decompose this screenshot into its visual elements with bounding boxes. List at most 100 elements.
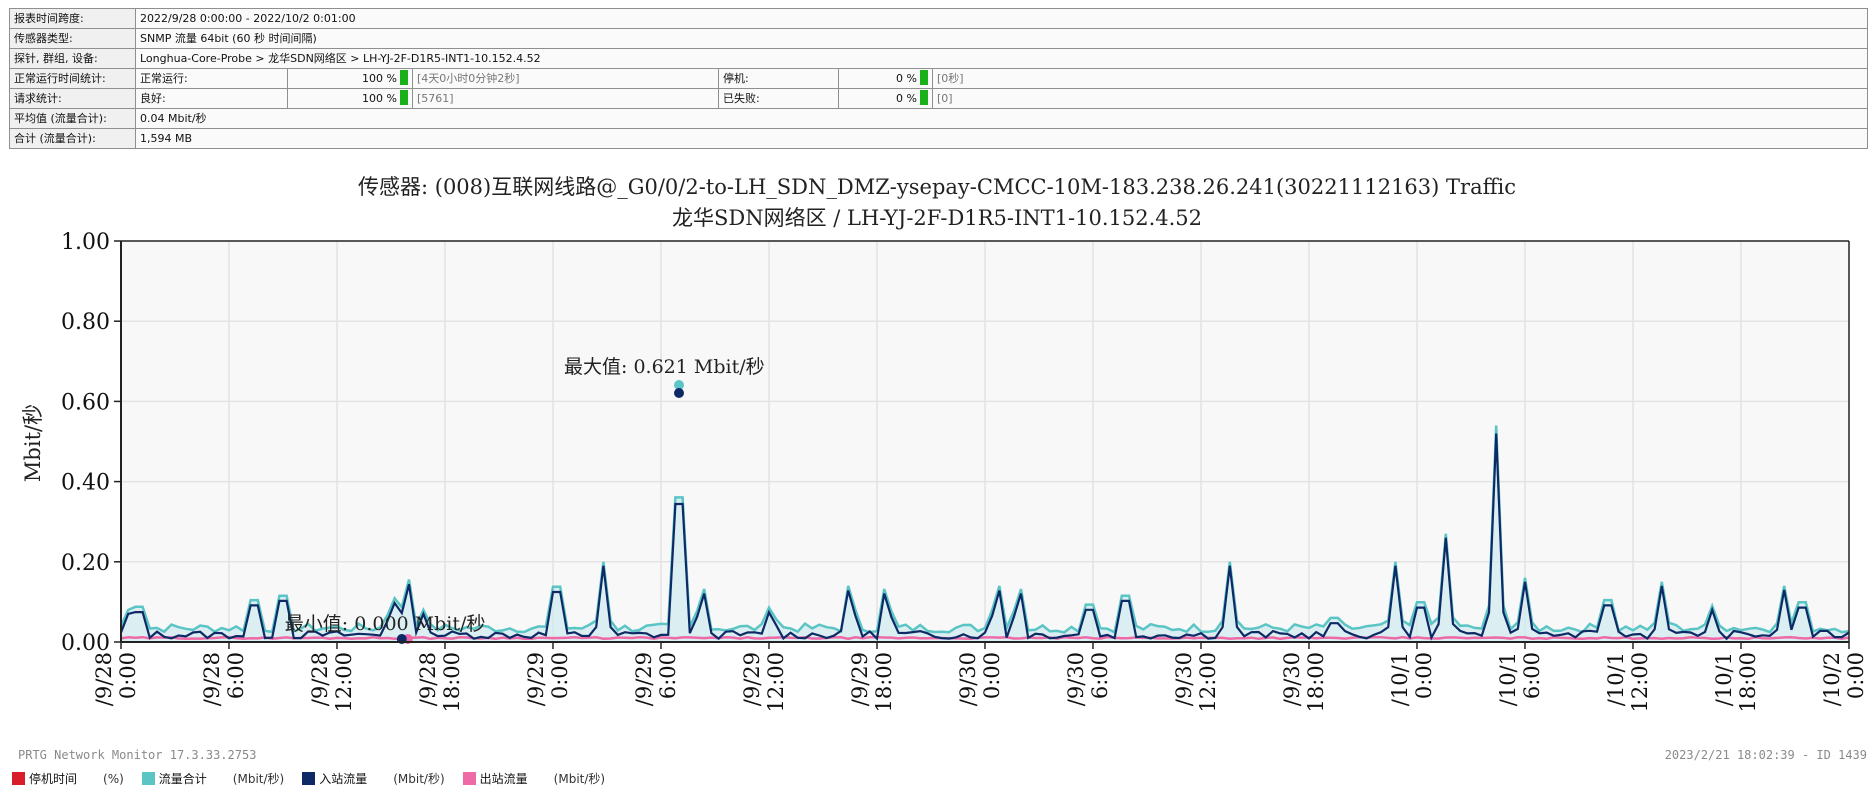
annotations: 最大值: 0.621 Mbit/秒 最小值: 0.000 Mbit/秒 (285, 356, 765, 635)
uptime-down-pct: 0 % (896, 71, 917, 85)
average-label: 平均值 (流量合计): (9, 108, 136, 129)
x-tick-time: 12:00 (332, 652, 356, 713)
chart-title: 传感器: (008)互联网线路@_G0/0/2-to-LH_SDN_DMZ-ys… (358, 175, 1516, 199)
x-tick-label: /9/29 12:00 (740, 652, 788, 713)
x-tick-time: 12:00 (1196, 652, 1220, 713)
request-fail-bar (920, 90, 928, 106)
y-tick-label: 0.00 (61, 631, 110, 656)
x-tick-label: /10/2 0:00 (1820, 652, 1868, 706)
y-tick-label: 1.00 (61, 230, 110, 255)
x-tick-label: /9/28 0:00 (92, 652, 140, 706)
path-value: Longhua-Core-Probe > 龙华SDN网络区 > LH-YJ-2F… (134, 48, 1869, 69)
uptime-down-pct-cell: 0 % (838, 68, 933, 89)
request-good-label: 良好: (135, 88, 288, 109)
uptime-label: 正常运行时间统计: (9, 68, 136, 89)
sensor-type-row: 传感器类型: SNMP 流量 64bit (60 秒 时间间隔) (9, 28, 1869, 49)
traffic-chart: 传感器: (008)互联网线路@_G0/0/2-to-LH_SDN_DMZ-ys… (21, 175, 1868, 713)
request-fail-pct: 0 % (896, 91, 917, 105)
x-tick-label: /9/28 6:00 (200, 652, 248, 706)
x-tick-label: /9/28 12:00 (308, 652, 356, 713)
uptime-down-label: 停机: (718, 68, 839, 89)
y-tick-label: 0.20 (61, 551, 110, 576)
series-outbound-line (120, 635, 1850, 641)
legend-swatch-outbound (462, 772, 476, 785)
x-tick-label: /9/28 18:00 (416, 652, 464, 713)
x-tick-time: 12:00 (764, 652, 788, 713)
request-row: 请求统计: 良好: 100 % [5761] 已失败: 0 % [0] (9, 88, 1869, 109)
uptime-row: 正常运行时间统计: 正常运行: 100 % [4天0小时0分钟2秒] 停机: 0… (9, 68, 1869, 89)
request-good-bar (400, 90, 408, 106)
series-inbound-line (119, 433, 1850, 642)
request-fail-detail: [0] (931, 88, 1869, 109)
min-annotation: 最小值: 0.000 Mbit/秒 (285, 613, 486, 635)
legend-unit-inbound: (Mbit/秒) (393, 772, 445, 786)
sensor-type-value: SNMP 流量 64bit (60 秒 时间间隔) (134, 28, 1869, 49)
x-tick-date: /10/1 (1496, 652, 1520, 706)
uptime-ok-bar (400, 70, 408, 86)
uptime-ok-detail: [4天0小时0分钟2秒] (412, 68, 719, 89)
chart-subtitle: 龙华SDN网络区 / LH-YJ-2F-D1R5-INT1-10.152.4.5… (672, 206, 1202, 230)
y-tick-labels: 0.00 0.20 0.40 0.60 0.80 1.00 (61, 230, 121, 656)
path-row: 探针, 群组, 设备: Longhua-Core-Probe > 龙华SDN网络… (9, 48, 1869, 69)
x-tick-time: 18:00 (440, 652, 464, 713)
x-tick-time: 0:00 (980, 652, 1004, 699)
x-tick-date: /9/29 (632, 652, 656, 706)
x-tick-label: /9/30 12:00 (1172, 652, 1220, 713)
x-tick-date: /9/28 (200, 652, 224, 706)
x-tick-time: 0:00 (1412, 652, 1436, 699)
y-tick-label: 0.60 (61, 390, 110, 415)
uptime-ok-pct-cell: 100 % (287, 68, 413, 89)
legend-item-downtime: 停机时间 (%) (12, 770, 124, 787)
x-tick-labels: /9/28 0:00/9/28 6:00/9/28 12:00/9/28 18:00/9… (92, 642, 1868, 713)
max-point-inbound (674, 387, 684, 398)
x-tick-date: /9/28 (92, 652, 116, 706)
legend-unit-downtime: (%) (103, 771, 124, 786)
x-tick-time: 0:00 (548, 652, 572, 699)
chart-legend: 停机时间 (%) 流量合计 (Mbit/秒) 入站流量 (Mbit/秒) 出站流… (12, 770, 623, 787)
legend-item-outbound: 出站流量 (Mbit/秒) (462, 770, 606, 787)
x-tick-date: /9/28 (416, 652, 440, 706)
x-tick-date: /10/2 (1820, 652, 1844, 706)
x-tick-date: /9/29 (848, 652, 872, 706)
request-fail-pct-cell: 0 % (838, 88, 933, 109)
x-tick-label: /9/29 0:00 (524, 652, 572, 706)
path-label: 探针, 群组, 设备: (9, 48, 136, 69)
x-tick-time: 6:00 (1088, 652, 1112, 699)
x-tick-date: /10/1 (1604, 652, 1628, 706)
x-tick-date: /9/30 (1172, 652, 1196, 706)
x-tick-time: 12:00 (1628, 652, 1652, 713)
time-span-value: 2022/9/28 0:00:00 - 2022/10/2 0:01:00 (134, 8, 1869, 29)
x-tick-time: 18:00 (1304, 652, 1328, 713)
x-tick-label: /10/1 18:00 (1712, 652, 1760, 713)
x-tick-label: /10/1 6:00 (1496, 652, 1544, 706)
max-point-total (674, 379, 684, 390)
x-tick-date: /9/30 (956, 652, 980, 706)
legend-swatch-inbound (302, 772, 316, 785)
uptime-ok-pct: 100 % (362, 71, 397, 85)
x-tick-label: /10/1 12:00 (1604, 652, 1652, 713)
request-good-detail: [5761] (412, 88, 719, 109)
sensor-type-label: 传感器类型: (9, 28, 136, 49)
x-tick-date: /10/1 (1712, 652, 1736, 706)
sensor-info-table: 报表时间跨度: 2022/9/28 0:00:00 - 2022/10/2 0:… (9, 8, 1869, 149)
legend-swatch-total (141, 772, 155, 785)
x-tick-date: /9/29 (740, 652, 764, 706)
legend-label-outbound: 出站流量 (479, 772, 528, 786)
legend-unit-outbound: (Mbit/秒) (553, 772, 606, 786)
x-tick-date: /9/30 (1064, 652, 1088, 706)
legend-unit-total: (Mbit/秒) (232, 772, 285, 786)
average-row: 平均值 (流量合计): 0.04 Mbit/秒 (9, 108, 1869, 129)
total-value: 1,594 MB (134, 128, 1869, 149)
request-fail-label: 已失败: (718, 88, 839, 109)
x-tick-date: /9/30 (1280, 652, 1304, 706)
time-span-label: 报表时间跨度: (9, 8, 136, 29)
legend-label-total: 流量合计 (158, 772, 207, 786)
x-tick-label: /10/1 0:00 (1388, 652, 1436, 706)
x-tick-time: 6:00 (1520, 652, 1544, 699)
total-row: 合计 (流量合计): 1,594 MB (9, 128, 1869, 149)
average-value: 0.04 Mbit/秒 (134, 108, 1869, 129)
x-tick-time: 0:00 (116, 652, 140, 699)
max-annotation: 最大值: 0.621 Mbit/秒 (564, 356, 765, 378)
grid-lines (121, 241, 1849, 642)
y-tick-label: 0.40 (61, 471, 110, 496)
